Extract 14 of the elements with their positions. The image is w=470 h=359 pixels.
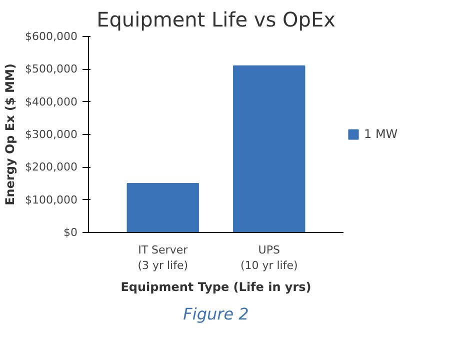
y-axis-title: Energy Op Ex ($ MM) — [3, 64, 18, 206]
x-axis-title: Equipment Type (Life in yrs) — [120, 280, 312, 294]
y-tick-label: $500,000 — [25, 62, 78, 76]
y-tick-label: $0 — [64, 226, 78, 239]
x-tick-label: IT Server (3 yr life) — [138, 244, 188, 272]
y-tick-label: $600,000 — [25, 30, 78, 43]
x-tick-label: UPS (10 yr life) — [240, 244, 298, 272]
y-tick-label: $300,000 — [25, 128, 78, 141]
y-tick-label: $100,000 — [25, 193, 78, 206]
chart-title: Equipment Life vs OpEx — [96, 8, 336, 32]
legend-label: 1 MW — [364, 127, 398, 141]
caption: Figure 2 — [183, 304, 249, 324]
y-tick-label: $200,000 — [25, 160, 78, 174]
y-tick-label: $400,000 — [25, 95, 78, 108]
